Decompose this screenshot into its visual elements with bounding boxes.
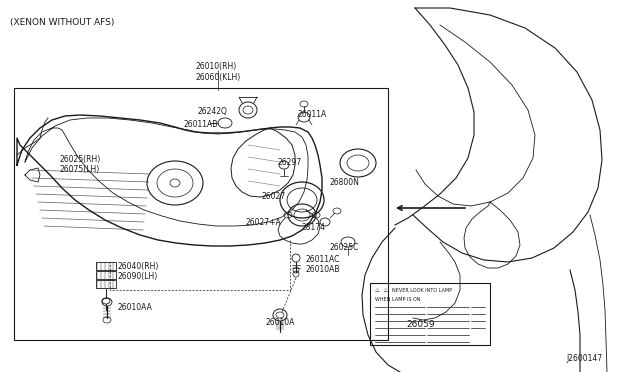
Text: 26010(RH): 26010(RH) bbox=[195, 62, 236, 71]
Text: 26010A: 26010A bbox=[265, 318, 294, 327]
Text: 26800N: 26800N bbox=[330, 178, 360, 187]
Bar bbox=[96, 262, 116, 270]
Text: 26010AA: 26010AA bbox=[118, 303, 153, 312]
Text: 26025C: 26025C bbox=[330, 243, 360, 252]
Text: 26040(RH): 26040(RH) bbox=[117, 262, 158, 271]
Text: 26011AC: 26011AC bbox=[305, 255, 339, 264]
Text: NEVER LOOK INTO LAMP: NEVER LOOK INTO LAMP bbox=[392, 288, 452, 293]
Text: 28174: 28174 bbox=[302, 223, 326, 232]
Bar bbox=[96, 271, 116, 279]
Text: 26090(LH): 26090(LH) bbox=[117, 272, 157, 281]
Text: 26075(LH): 26075(LH) bbox=[60, 165, 100, 174]
Text: 26011AB: 26011AB bbox=[183, 120, 218, 129]
Text: 26297: 26297 bbox=[278, 158, 302, 167]
Bar bbox=[96, 280, 116, 288]
Text: ⚠  ⚠: ⚠ ⚠ bbox=[375, 288, 388, 293]
Text: 26025(RH): 26025(RH) bbox=[60, 155, 101, 164]
Text: 26060(KLH): 26060(KLH) bbox=[195, 73, 240, 82]
Bar bbox=[370, 283, 490, 345]
Bar bbox=[14, 88, 388, 340]
Text: 26027+A: 26027+A bbox=[245, 218, 281, 227]
Text: 26059: 26059 bbox=[406, 320, 435, 329]
Text: WHEN LAMP IS ON: WHEN LAMP IS ON bbox=[375, 297, 420, 302]
Text: (XENON WITHOUT AFS): (XENON WITHOUT AFS) bbox=[10, 18, 115, 27]
Text: 26010AB: 26010AB bbox=[305, 265, 339, 274]
Text: 26242Q: 26242Q bbox=[198, 107, 228, 116]
Text: 26011A: 26011A bbox=[298, 110, 327, 119]
Text: J2600147: J2600147 bbox=[566, 354, 602, 363]
Text: 26027: 26027 bbox=[262, 192, 286, 201]
